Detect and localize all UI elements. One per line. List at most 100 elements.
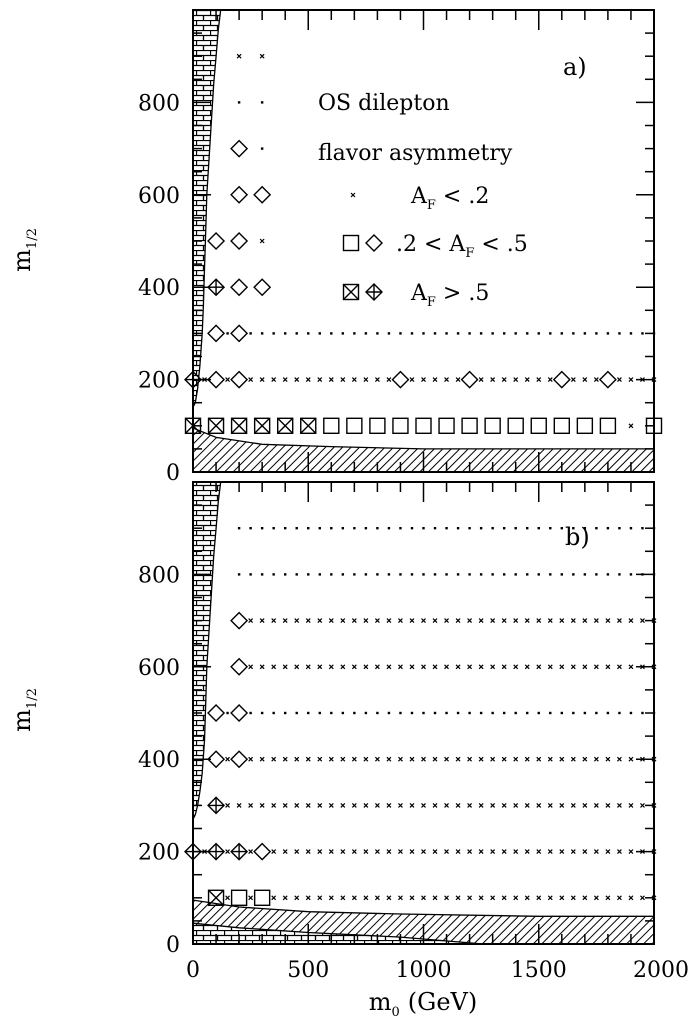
data-point	[479, 332, 483, 335]
data-point	[230, 232, 249, 250]
data-point	[328, 618, 334, 624]
data-point	[237, 101, 241, 104]
data-point	[618, 711, 621, 715]
data-point	[491, 573, 494, 576]
data-point	[376, 711, 379, 715]
data-point	[478, 618, 484, 624]
data-point	[549, 711, 552, 715]
data-point	[536, 618, 542, 624]
data-point	[641, 332, 644, 335]
x-tick-label: 1000	[396, 958, 452, 983]
data-point	[248, 756, 254, 762]
data-point	[559, 895, 565, 901]
data-point	[524, 377, 530, 383]
data-point	[260, 573, 264, 576]
data-point	[502, 711, 506, 715]
data-point	[318, 527, 321, 530]
data-point	[547, 802, 553, 808]
data-point	[605, 895, 611, 901]
legend-entries: AF < .2.2 < AF < .5AF > .5	[342, 184, 528, 310]
data-point	[479, 527, 483, 530]
data-point	[364, 332, 368, 335]
panel-a-ticks	[192, 9, 655, 473]
data-point	[387, 332, 391, 335]
data-point	[513, 802, 519, 808]
legend-label: AF < .2	[410, 184, 489, 213]
data-point	[259, 756, 265, 762]
data-point	[409, 895, 415, 901]
data-point	[570, 802, 576, 808]
data-point	[386, 377, 392, 383]
data-point	[294, 895, 300, 901]
data-point	[225, 849, 230, 855]
data-point	[294, 377, 300, 383]
y-tick-label: 800	[138, 563, 180, 588]
data-point	[445, 711, 448, 715]
data-point	[432, 664, 438, 670]
data-point	[260, 527, 264, 530]
y-tick-label: 600	[138, 656, 180, 681]
data-point	[341, 711, 345, 715]
data-point	[628, 802, 634, 808]
data-point	[282, 756, 288, 762]
data-point	[226, 332, 229, 335]
data-point	[323, 417, 340, 434]
data-point	[478, 377, 484, 383]
panel-a: a) OS dilepton flavor asymmetry AF < .2.…	[184, 9, 663, 473]
x-tick-label: 1500	[511, 958, 567, 983]
data-point	[582, 849, 588, 855]
data-point	[341, 573, 345, 576]
data-point	[230, 889, 248, 906]
data-point	[570, 377, 576, 383]
data-point	[444, 802, 449, 808]
data-point	[226, 711, 229, 715]
data-point	[305, 849, 311, 855]
data-point	[537, 711, 540, 715]
data-point	[618, 573, 621, 576]
data-point	[490, 849, 496, 855]
data-point	[593, 756, 599, 762]
data-point	[386, 664, 392, 670]
data-point	[376, 527, 379, 530]
data-point	[524, 618, 530, 624]
data-point	[399, 711, 402, 715]
panel-b-marks	[184, 527, 657, 906]
data-point	[549, 573, 552, 576]
y-axis-title-a: m1/2	[8, 228, 40, 272]
data-point	[595, 527, 598, 530]
data-point	[351, 849, 357, 855]
excluded-region-brick-b	[193, 482, 222, 820]
data-point	[330, 332, 333, 335]
data-point	[353, 573, 356, 576]
data-point	[248, 895, 254, 901]
data-point	[277, 417, 294, 434]
data-point	[374, 802, 380, 808]
data-point	[294, 849, 300, 855]
data-point	[595, 711, 598, 715]
data-point	[282, 377, 288, 383]
data-point	[537, 332, 540, 335]
data-point	[444, 377, 449, 383]
data-point	[399, 332, 402, 335]
data-point	[513, 849, 519, 855]
data-point	[284, 332, 287, 335]
data-point	[617, 849, 622, 855]
data-point	[207, 324, 226, 343]
data-point	[391, 370, 410, 389]
data-point	[230, 185, 249, 204]
data-point	[305, 895, 311, 901]
data-point	[249, 573, 252, 576]
data-point	[318, 332, 321, 335]
data-point	[317, 618, 323, 624]
data-point	[317, 849, 323, 855]
data-point	[514, 332, 517, 335]
legend-symbol-diamond-plus	[365, 283, 383, 301]
data-point	[249, 527, 252, 530]
data-point	[467, 895, 473, 901]
x-tick-label: 0	[186, 958, 200, 983]
data-point	[576, 417, 594, 434]
data-point	[248, 664, 254, 670]
data-point	[271, 618, 277, 624]
data-point	[455, 664, 461, 670]
data-point	[583, 527, 587, 530]
